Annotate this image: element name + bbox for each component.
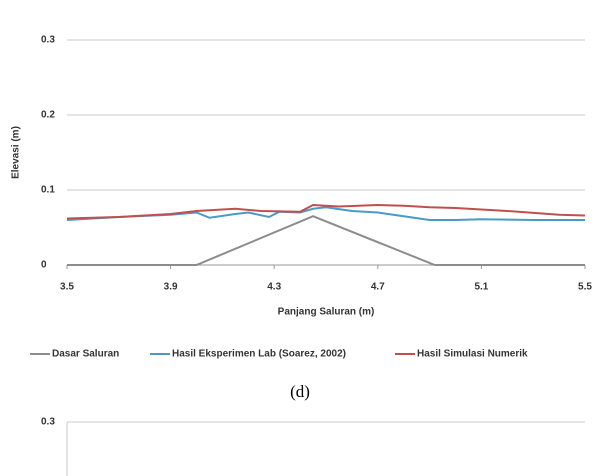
legend-label: Hasil Eksperimen Lab (Soarez, 2002) (172, 349, 346, 360)
y-tick-label: 0.2 (41, 110, 55, 121)
series-line (67, 215, 585, 266)
y-tick-label: 0.1 (41, 185, 55, 196)
x-tick-label: 4.3 (267, 282, 281, 293)
legend-label: Dasar Saluran (52, 349, 119, 360)
x-axis-label: Panjang Saluran (m) (278, 307, 375, 318)
y-axis-label: Elevasi (m) (11, 126, 22, 179)
y-tick-label: 0 (41, 260, 47, 271)
x-tick-label: 4.7 (371, 282, 385, 293)
series-line (66, 203, 586, 220)
x-tick-label: 3.9 (164, 282, 178, 293)
y-tick-label: 0.3 (41, 417, 55, 428)
x-tick-label: 3.5 (60, 282, 74, 293)
caption: (d) (290, 382, 310, 401)
series-line (66, 206, 585, 221)
x-tick-label: 5.1 (474, 282, 488, 293)
y-tick-label: 0.3 (41, 35, 55, 46)
x-tick-label: 5.5 (578, 282, 592, 293)
legend-label: Hasil Simulasi Numerik (417, 349, 528, 360)
